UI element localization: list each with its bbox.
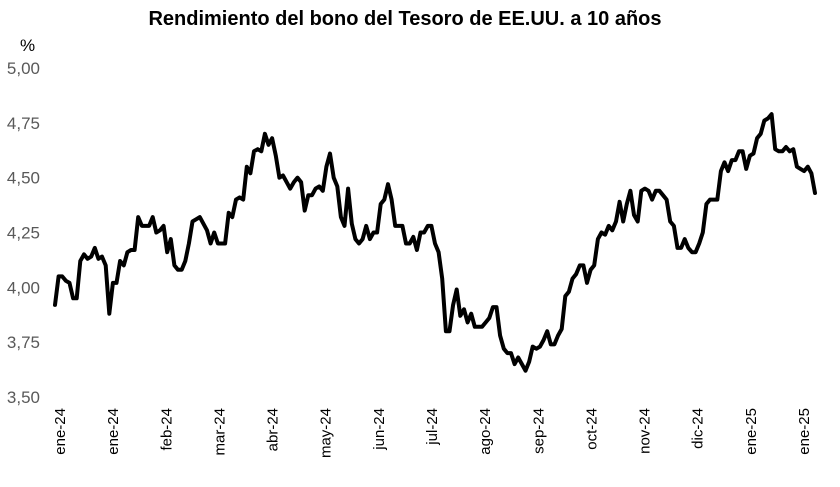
y-tick-label: 4,75 bbox=[7, 114, 40, 133]
x-tick-label: ago-24 bbox=[477, 408, 494, 455]
y-tick-label: 4,50 bbox=[7, 169, 40, 188]
x-tick-label: mar-24 bbox=[211, 408, 228, 456]
x-tick-label: nov-24 bbox=[637, 408, 654, 454]
y-axis-ticks: 3,50 3,75 4,00 4,25 4,50 4,75 5,00 bbox=[7, 59, 40, 407]
x-tick-label: abr-24 bbox=[265, 408, 282, 451]
x-tick-label: jul-24 bbox=[424, 408, 441, 446]
y-tick-label: 3,50 bbox=[7, 388, 40, 407]
chart-title: Rendimiento del bono del Tesoro de EE.UU… bbox=[148, 8, 661, 30]
y-tick-label: 4,25 bbox=[7, 224, 40, 243]
y-tick-label: 3,75 bbox=[7, 333, 40, 352]
x-tick-label: ene-24 bbox=[105, 408, 122, 455]
x-tick-label: may-24 bbox=[318, 408, 335, 458]
y-tick-label: 4,00 bbox=[7, 278, 40, 297]
x-tick-label: sep-24 bbox=[530, 408, 547, 454]
x-tick-label: oct-24 bbox=[583, 408, 600, 450]
series-layer bbox=[53, 112, 817, 373]
x-tick-label: ene-25 bbox=[796, 408, 813, 455]
x-tick-label: ene-25 bbox=[743, 408, 760, 455]
x-tick-label: ene-24 bbox=[52, 408, 69, 455]
x-tick-label: dic-24 bbox=[690, 408, 707, 449]
y-axis-unit-label: % bbox=[20, 36, 35, 55]
x-axis-ticks: ene-24 ene-24 feb-24 mar-24 abr-24 may-24 jun-… bbox=[52, 408, 813, 458]
yield-series-line bbox=[53, 112, 817, 373]
x-tick-label: jun-24 bbox=[371, 408, 388, 451]
y-tick-label: 5,00 bbox=[7, 59, 40, 78]
x-tick-label: feb-24 bbox=[158, 408, 175, 451]
